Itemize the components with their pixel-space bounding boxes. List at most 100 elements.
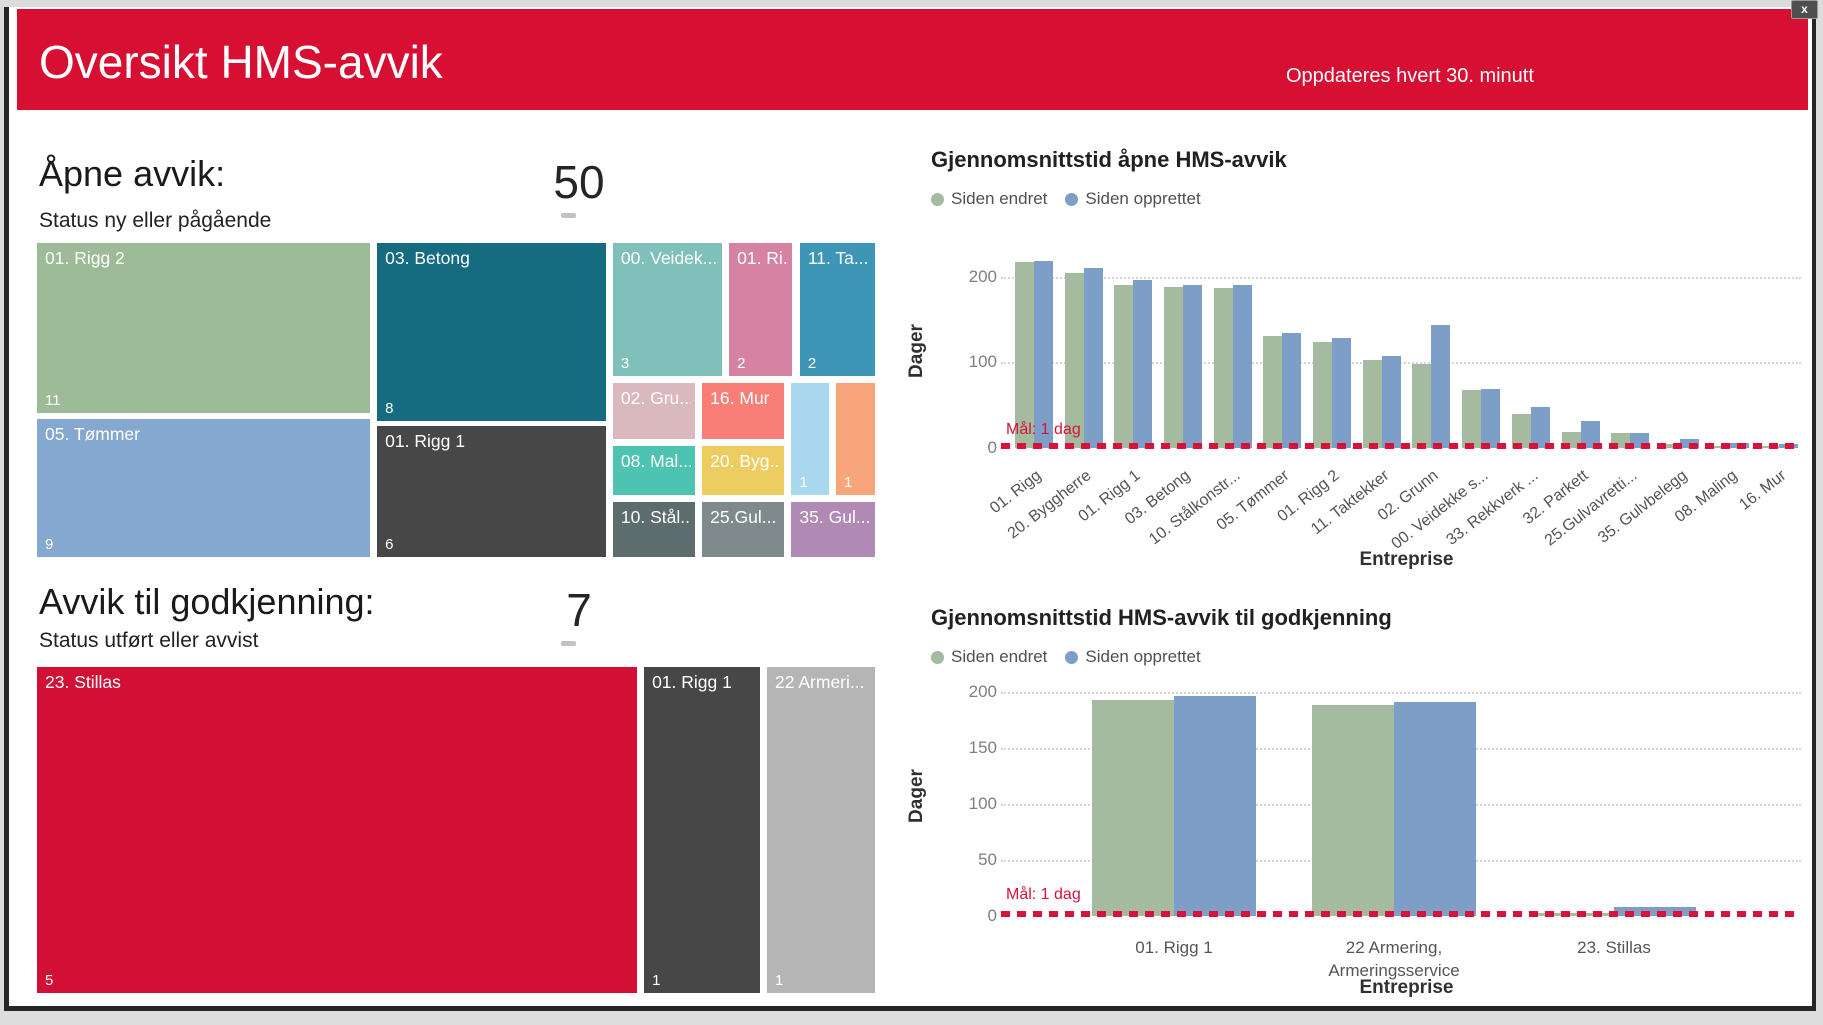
treemap-cell-value: 1 xyxy=(799,473,808,491)
report-header: Oversikt HMS-avvik Oppdateres hvert 30. … xyxy=(17,9,1808,110)
bar-siden-opprettet-22-armering-armeringsservice[interactable] xyxy=(1394,702,1476,916)
treemap-cell-value: 9 xyxy=(45,535,54,553)
target-line-label: Mål: 1 dag xyxy=(1006,886,1081,903)
bar-siden-endret-01-rigg-1[interactable] xyxy=(1114,285,1134,448)
open-deviations-treemap: 01. Rigg 2 11 05. Tømmer 9 03. Betong 8 01. Ri… xyxy=(35,241,877,559)
approval-deviations-subtitle: Status utført eller avvist xyxy=(39,629,259,652)
x-axis-title: Entreprise xyxy=(1359,977,1454,998)
legend-item-siden-endret[interactable]: Siden endret xyxy=(931,189,1047,209)
legend-item-siden-endret[interactable]: Siden endret xyxy=(931,647,1047,667)
treemap-cell-label: 02. Gru... xyxy=(620,387,691,408)
treemap-cell-label: 05. Tømmer xyxy=(45,423,140,444)
treemap-cell-03-betong[interactable]: 03. Betong 8 xyxy=(375,241,608,423)
treemap-cell-16-mur[interactable]: 16. Mur xyxy=(700,380,787,441)
treemap-cell-label: 20. Byg... xyxy=(710,450,781,471)
treemap-cell-00-veidek[interactable]: 00. Veidek... 3 xyxy=(610,241,724,379)
treemap-cell-01-rigg-2[interactable]: 01. Rigg 2 11 xyxy=(35,241,372,416)
treemap-cell-08-mal[interactable]: 08. Mal... xyxy=(610,443,697,497)
treemap-cell-value: 2 xyxy=(807,355,817,373)
y-tick-label: 0 xyxy=(987,906,997,925)
treemap-cell-value: 3 xyxy=(620,355,630,373)
legend-label: Siden opprettet xyxy=(1085,189,1201,208)
x-axis-title: Entreprise xyxy=(1359,549,1454,570)
bar-siden-endret-02-grunn[interactable] xyxy=(1412,364,1432,448)
treemap-cell-value: 1 xyxy=(652,972,661,989)
target-line-label: Mål: 1 dag xyxy=(1006,421,1081,438)
legend-dot-icon xyxy=(931,650,944,664)
treemap-cell-35-gul[interactable]: 35. Gul... xyxy=(789,499,877,559)
bar-siden-opprettet-02-grunn[interactable] xyxy=(1431,324,1451,448)
bar-siden-opprettet-01-rigg-1[interactable] xyxy=(1174,696,1256,916)
bar-siden-opprettet-33-rekkverk[interactable] xyxy=(1530,406,1550,448)
bar-siden-opprettet-05-t-mmer[interactable] xyxy=(1282,333,1302,448)
bar-siden-opprettet-11-taktekker[interactable] xyxy=(1381,356,1401,448)
y-axis-title: Dager xyxy=(906,324,927,378)
bar-siden-endret-22-armering-armeringsservice[interactable] xyxy=(1312,705,1394,916)
card-scrollbar[interactable] xyxy=(561,213,576,218)
approval-deviations-title: Avvik til godkjenning: xyxy=(39,581,375,622)
treemap-cell-10-st-l[interactable]: 10. Stål... xyxy=(610,499,697,559)
bar-siden-opprettet-01-rigg-1[interactable] xyxy=(1133,280,1153,448)
open-deviations-count: 50 xyxy=(553,156,605,208)
treemap-cell-01-ri[interactable]: 01. Ri... 2 xyxy=(727,241,795,379)
bar-siden-endret-00-veidekke-s[interactable] xyxy=(1462,389,1482,448)
treemap-cell-cell[interactable]: 1 xyxy=(789,380,831,497)
chart-legend: Siden endret Siden opprettet xyxy=(931,189,1201,209)
card-scrollbar[interactable] xyxy=(561,641,576,646)
treemap-cell-05-t-mmer[interactable]: 05. Tømmer 9 xyxy=(35,416,372,559)
bar-siden-endret-33-rekkverk[interactable] xyxy=(1511,413,1531,448)
legend-item-siden-opprettet[interactable]: Siden opprettet xyxy=(1065,189,1201,209)
treemap-cell-value: 6 xyxy=(385,535,394,553)
bar-siden-endret-01-rigg[interactable] xyxy=(1014,262,1034,448)
avg-open-chart: Gjennomsnittstid åpne HMS-avvik Siden en… xyxy=(889,137,1823,587)
bar-siden-opprettet-32-parkett[interactable] xyxy=(1580,421,1600,448)
bar-siden-opprettet-20-byggherre[interactable] xyxy=(1083,268,1103,448)
bar-siden-opprettet-03-betong[interactable] xyxy=(1182,285,1202,448)
x-category-label-23-stillas: 23. Stillas xyxy=(1577,938,1651,957)
chart-legend: Siden endret Siden opprettet xyxy=(931,647,1201,667)
legend-dot-icon xyxy=(1065,192,1079,206)
x-category-label-22-armering-armeringsservice: 22 Armering, Armeringsservice xyxy=(1328,938,1460,980)
bar-siden-endret-11-taktekker[interactable] xyxy=(1362,359,1382,448)
legend-dot-icon xyxy=(931,192,944,206)
treemap-cell-label: 08. Mal... xyxy=(620,450,691,471)
chart-title: Gjennomsnittstid HMS-avvik til godkjenni… xyxy=(931,605,1392,630)
target-line xyxy=(1001,443,1801,450)
treemap-cell-20-byg[interactable]: 20. Byg... xyxy=(700,443,787,497)
treemap-cell-11-ta[interactable]: 11. Ta... 2 xyxy=(797,241,877,379)
bar-siden-opprettet-10-st-lkonstr[interactable] xyxy=(1232,285,1252,448)
bar-siden-endret-05-t-mmer[interactable] xyxy=(1263,335,1283,448)
treemap-cell-value: 11 xyxy=(45,392,61,410)
legend-item-siden-opprettet[interactable]: Siden opprettet xyxy=(1065,647,1201,667)
treemap-cell-label: 01. Rigg 2 xyxy=(45,248,125,268)
treemap-cell-cell[interactable]: 1 xyxy=(834,380,877,497)
bar-siden-endret-01-rigg-2[interactable] xyxy=(1313,341,1333,448)
open-deviations-subtitle: Status ny eller pågående xyxy=(39,209,272,232)
legend-dot-icon xyxy=(1065,650,1079,664)
treemap-cell-22-armeri[interactable]: 22 Armeri... 1 xyxy=(765,665,877,995)
treemap-cell-25-gul[interactable]: 25.Gul... xyxy=(700,499,787,559)
treemap-cell-label: 35. Gul... xyxy=(799,506,871,527)
bar-siden-opprettet-01-rigg[interactable] xyxy=(1033,261,1053,448)
close-button[interactable]: x xyxy=(1791,0,1818,19)
treemap-cell-23-stillas[interactable]: 23. Stillas 5 xyxy=(35,665,639,995)
treemap-cell-label: 10. Stål... xyxy=(620,506,691,527)
report-canvas: Oversikt HMS-avvik Oppdateres hvert 30. … xyxy=(4,7,1816,1011)
open-deviations-title: Åpne avvik: xyxy=(39,153,226,194)
bar-siden-opprettet-01-rigg-2[interactable] xyxy=(1332,338,1352,448)
bar-siden-endret-01-rigg-1[interactable] xyxy=(1092,699,1174,916)
treemap-cell-value: 1 xyxy=(775,972,784,989)
bar-siden-opprettet-00-veidekke-s[interactable] xyxy=(1481,388,1501,448)
bar-siden-endret-03-betong[interactable] xyxy=(1163,286,1183,448)
treemap-cell-value: 2 xyxy=(737,355,746,373)
treemap-cell-01-rigg-1[interactable]: 01. Rigg 1 1 xyxy=(642,665,762,995)
y-tick-label: 0 xyxy=(987,438,997,457)
refresh-interval-note: Oppdateres hvert 30. minutt xyxy=(1286,65,1534,87)
bar-siden-endret-20-byggherre[interactable] xyxy=(1064,273,1084,448)
treemap-cell-01-rigg-1[interactable]: 01. Rigg 1 6 xyxy=(375,424,608,559)
y-tick-label: 200 xyxy=(968,682,997,701)
bar-siden-endret-10-st-lkonstr[interactable] xyxy=(1213,287,1233,448)
y-tick-label: 50 xyxy=(978,850,997,869)
treemap-cell-02-gru[interactable]: 02. Gru... xyxy=(610,380,697,441)
